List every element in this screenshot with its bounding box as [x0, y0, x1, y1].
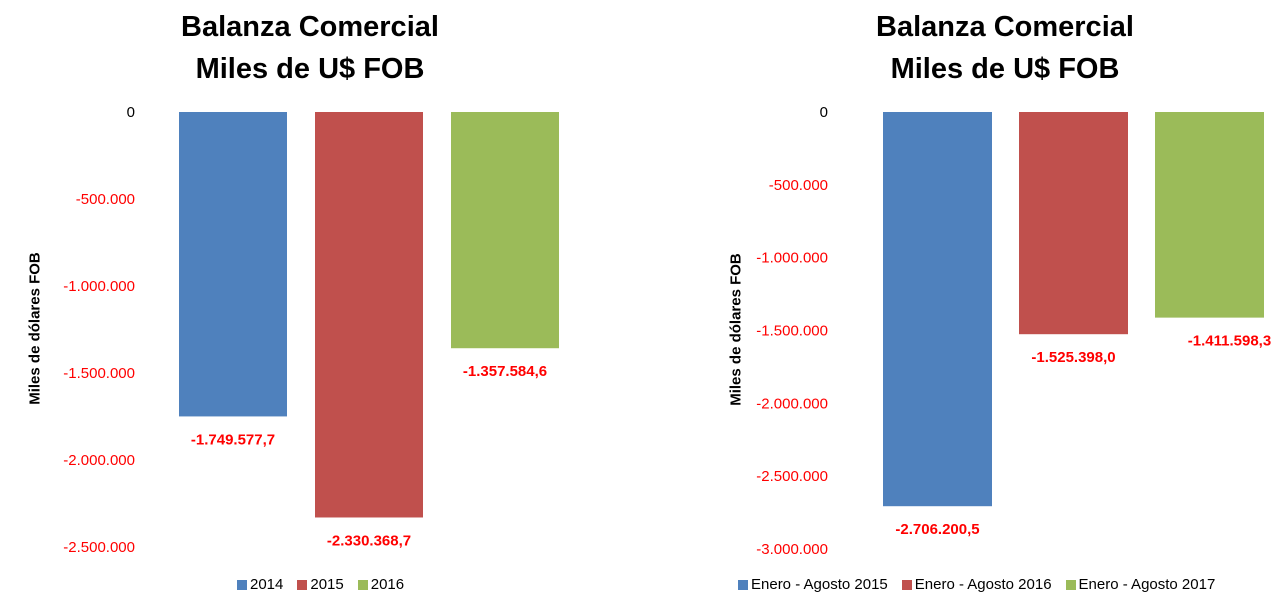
plot-area: 0 -500.000 -1.000.000 -1.500.000 -2.000.000 -…: [756, 104, 1271, 558]
legend-item: 2016: [357, 576, 405, 593]
chart-title: Balanza Comercial Miles de U$ FOB: [100, 6, 520, 90]
y-tick-label: -2.500.000: [756, 468, 828, 485]
bar-2: [1019, 112, 1128, 335]
y-tick-label: -1.000.000: [756, 250, 828, 267]
y-tick-label: -3.000.000: [756, 541, 828, 558]
y-tick-label: 0: [127, 104, 135, 121]
legend-label: Enero - Agosto 2016: [914, 576, 1052, 593]
y-tick-label: -500.000: [76, 191, 135, 208]
legend-item: 2015: [297, 576, 344, 593]
y-tick-label: -2.000.000: [63, 452, 135, 469]
chart-title: Balanza Comercial Miles de U$ FOB: [810, 6, 1200, 90]
data-label: -1.525.398,0: [1031, 349, 1115, 366]
legend-item: Enero - Agosto 2015: [738, 576, 888, 593]
legend-label: 2016: [370, 576, 405, 593]
data-label: -2.706.200,5: [895, 521, 979, 538]
legend: Enero - Agosto 2015 Enero - Agosto 2016 En…: [738, 576, 1229, 594]
data-label: -2.330.368,7: [327, 532, 411, 549]
legend-swatch: [901, 579, 912, 590]
bar-3: [1155, 112, 1264, 318]
legend-label: Enero - Agosto 2015: [751, 576, 888, 593]
chart-title-line2: Miles de U$ FOB: [195, 53, 425, 85]
legend-swatch: [738, 579, 748, 590]
legend: 2014 2015 2016: [237, 576, 418, 594]
plot-area: 0 -500.000 -1.000.000 -1.500.000 -2.000.000 -…: [63, 104, 559, 556]
y-tick-label: -2.500.000: [63, 539, 135, 556]
legend-swatch: [1065, 579, 1076, 590]
legend-swatch: [357, 579, 368, 590]
bar-1: [179, 112, 287, 417]
chart-left: Balanza Comercial Miles de U$ FOB Miles …: [0, 0, 640, 597]
bar-3: [451, 112, 559, 349]
chart-right: Balanza Comercial Miles de U$ FOB Miles …: [700, 0, 1285, 597]
legend-swatch: [237, 579, 247, 590]
legend-label: 2014: [250, 576, 284, 593]
bar-1: [883, 112, 992, 507]
y-tick-label: 0: [820, 104, 828, 121]
data-label: -1.411.598,3: [1188, 333, 1271, 350]
y-tick-label: -1.500.000: [63, 365, 135, 382]
chart-title-line2: Miles de U$ FOB: [890, 53, 1120, 85]
bar-2: [315, 112, 423, 518]
chart-title-line1: Balanza Comercial: [181, 11, 439, 43]
legend-label: Enero - Agosto 2017: [1078, 576, 1216, 593]
legend-swatch: [297, 579, 308, 590]
data-label: -1.749.577,7: [191, 431, 275, 448]
legend-item: Enero - Agosto 2017: [1065, 576, 1216, 593]
y-tick-label: -2.000.000: [756, 395, 828, 412]
y-tick-label: -1.000.000: [63, 278, 135, 295]
legend-label: 2015: [310, 576, 344, 593]
data-label: -1.357.584,6: [463, 363, 547, 380]
y-tick-label: -500.000: [769, 177, 828, 194]
legend-item: 2014: [237, 576, 283, 593]
legend-item: Enero - Agosto 2016: [901, 576, 1052, 593]
y-tick-label: -1.500.000: [756, 323, 828, 340]
chart-title-line1: Balanza Comercial: [876, 11, 1134, 43]
